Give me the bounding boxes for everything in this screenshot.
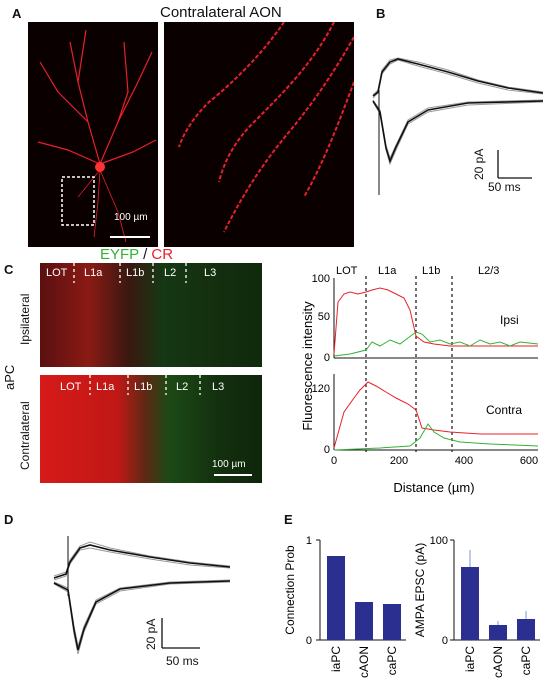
bar-capc (383, 604, 401, 640)
panel-b-scalebar-x: 50 ms (488, 180, 521, 194)
panel-d-scalebar-y: 20 pA (144, 618, 158, 650)
inset-box (61, 176, 95, 226)
neuron-micrograph: 100 µm (28, 22, 158, 247)
tick-label-iapc: iaPC (463, 646, 477, 672)
panel-c-scalebar-label: 100 µm (212, 459, 246, 470)
stain-sep: / (138, 246, 152, 263)
panel-b-scalebar-y: 20 pA (472, 148, 486, 180)
stain-green: EYFP (100, 246, 139, 263)
ipsi-ytick-0: 0 (324, 352, 330, 364)
contra-ytick-0: 0 (324, 444, 330, 456)
panel-b-traces (372, 57, 544, 195)
ampa-epsc-chart: 100 0 AMPA EPSC (pA) iaPC cAON caPC (413, 535, 540, 678)
ampa-ytick-100: 100 (430, 535, 448, 547)
tick-label-capc: caPC (385, 646, 399, 676)
profile-layer-l1b: L1b (422, 265, 440, 277)
ampa-ylabel: AMPA EPSC (pA) (413, 543, 427, 637)
tick-label-caon: cAON (357, 646, 371, 678)
ipsi-layer-l1a: L1a (84, 267, 103, 279)
panel-b-letter: B (376, 6, 386, 21)
bar-caon (489, 625, 507, 640)
ipsi-layer-l2: L2 (164, 267, 177, 279)
fluorescence-profile-plot: LOT L1a L1b L2/3 100 50 0 120 0 0 200 40… (300, 265, 538, 495)
contra-layer-l1a: L1a (96, 381, 115, 393)
ipsi-layer-l3: L3 (204, 267, 217, 279)
contra-layer-lot: LOT (60, 381, 82, 393)
ipsi-layer-l1b: L1b (126, 267, 145, 279)
bar-caon (355, 602, 373, 640)
ipsi-ytick-50: 50 (318, 311, 330, 323)
xtick-0: 0 (331, 455, 337, 467)
bar-iapc (327, 556, 345, 640)
conn-ylabel: Connection Prob (283, 545, 297, 635)
conn-ytick-0: 0 (306, 635, 312, 647)
panel-a-letter: A (12, 6, 22, 21)
profile-layer-l1a: L1a (378, 265, 397, 277)
ampa-ytick-0: 0 (442, 635, 448, 647)
panel-d-scalebar-x: 50 ms (166, 654, 199, 668)
region-label: aPC (2, 364, 17, 390)
stain-red: CR (151, 246, 174, 263)
profile-layer-l23: L2/3 (478, 265, 499, 277)
conn-ytick-1: 1 (306, 535, 312, 547)
axon-zoom-micrograph (164, 22, 354, 247)
panel-d-letter: D (4, 512, 14, 527)
tick-label-iapc: iaPC (329, 646, 343, 672)
xtick-400: 400 (455, 455, 473, 467)
xtick-600: 600 (520, 455, 538, 467)
bar-capc (517, 619, 535, 640)
contra-ytick-120: 120 (312, 383, 330, 395)
contra-layer-l1b: L1b (134, 381, 153, 393)
ipsi-trace-label: Ipsi (500, 313, 519, 327)
profile-ylabel: Fluorescence intensity (300, 301, 315, 431)
contra-trace-label: Contra (486, 403, 522, 417)
row-label-contra: Contralateral (18, 401, 32, 470)
xtick-200: 200 (390, 455, 408, 467)
panel-e-letter: E (284, 512, 293, 527)
tick-label-capc: caPC (519, 646, 533, 676)
ipsi-slice-image: LOT L1a L1b L2 L3 (40, 263, 262, 367)
ipsi-ytick-100: 100 (312, 273, 330, 285)
panel-a-scalebar-label: 100 µm (114, 212, 148, 223)
bar-iapc (461, 567, 479, 640)
panel-c-stain-legend: EYFP / CR (100, 246, 173, 263)
row-label-ipsi: Ipsilateral (18, 293, 32, 345)
profile-layer-lot: LOT (336, 265, 358, 277)
profile-xlabel: Distance (µm) (393, 480, 474, 495)
contra-slice-image: LOT L1a L1b L2 L3 100 µm (40, 375, 262, 483)
panel-d-traces (53, 536, 231, 655)
connection-prob-chart: 1 0 Connection Prob iaPC cAON caPC (283, 535, 406, 678)
tick-label-caon: cAON (491, 646, 505, 678)
contra-layer-l3: L3 (212, 381, 225, 393)
panel-c-letter: C (4, 262, 14, 277)
neuron-drawing (37, 29, 157, 243)
ipsi-layer-lot: LOT (46, 267, 68, 279)
axon-drawing (178, 22, 354, 233)
contra-layer-l2: L2 (176, 381, 189, 393)
panel-a-title: Contralateral AON (160, 4, 282, 21)
